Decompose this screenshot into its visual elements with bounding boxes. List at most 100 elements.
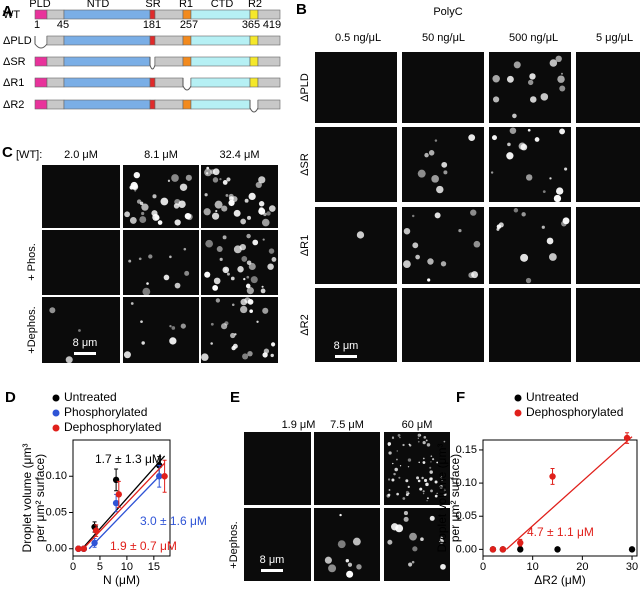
droplet — [245, 283, 251, 289]
droplet — [255, 181, 262, 189]
droplet — [427, 258, 434, 265]
droplet — [417, 440, 420, 443]
x-tick-label: 20 — [576, 561, 588, 573]
droplet — [421, 476, 424, 480]
domain — [63, 35, 151, 46]
fit-line — [505, 436, 633, 550]
droplet — [141, 203, 149, 211]
droplet — [408, 443, 411, 446]
x-axis-label: N (μM) — [103, 573, 140, 587]
droplet — [212, 284, 219, 291]
droplet — [262, 307, 269, 314]
droplet — [546, 237, 554, 245]
droplet — [212, 177, 219, 183]
droplet — [387, 442, 392, 446]
droplet — [167, 179, 171, 182]
deletion — [149, 57, 156, 70]
domain — [149, 9, 156, 20]
droplet — [402, 497, 406, 500]
data-point — [75, 545, 82, 552]
droplet — [540, 93, 549, 101]
droplet — [134, 189, 137, 192]
droplet — [564, 167, 568, 171]
droplet — [268, 205, 276, 212]
droplet — [221, 323, 228, 330]
domain-label: SR — [145, 0, 160, 10]
residue-label: 45 — [57, 19, 69, 31]
droplet — [148, 254, 153, 259]
droplet — [240, 218, 247, 225]
panel-label: A — [2, 3, 13, 20]
droplet — [241, 256, 248, 262]
droplet — [258, 201, 265, 207]
droplet — [513, 208, 519, 213]
droplet — [403, 516, 409, 522]
droplet — [429, 515, 435, 521]
droplet — [246, 233, 251, 239]
droplet — [440, 476, 443, 479]
domain — [154, 77, 184, 88]
droplet — [210, 169, 216, 175]
droplet — [555, 55, 562, 62]
droplet — [542, 190, 546, 194]
droplet — [431, 175, 439, 183]
data-point — [517, 546, 524, 553]
droplet — [429, 466, 432, 469]
y-axis-label: Droplet volume (μm³ — [435, 444, 449, 553]
droplet — [422, 461, 426, 464]
droplet — [240, 305, 248, 314]
scale-bar — [335, 355, 357, 358]
legend-marker — [52, 394, 60, 402]
domain-label: R1 — [179, 0, 193, 10]
droplet — [169, 255, 172, 259]
fit-line — [81, 455, 166, 550]
droplet — [215, 298, 221, 303]
droplet — [216, 246, 223, 253]
droplet — [428, 150, 435, 156]
construct-label: ΔSR — [3, 56, 26, 68]
micrograph — [402, 288, 484, 362]
legend-label: Dephosphorylated — [526, 405, 623, 419]
droplet — [356, 231, 365, 239]
droplet — [418, 461, 420, 464]
droplet — [123, 351, 131, 359]
droplet — [131, 183, 139, 191]
droplet — [417, 479, 421, 483]
micrograph — [315, 127, 397, 202]
micrograph — [489, 52, 571, 123]
micrograph — [576, 207, 640, 284]
row-label: +Dephos. — [228, 521, 240, 568]
data-point — [499, 546, 507, 553]
micrograph — [576, 127, 640, 202]
domain — [257, 35, 281, 46]
fit-line — [82, 462, 166, 550]
droplet — [248, 262, 256, 270]
annotation: 4.7 ± 1.1 μM — [527, 525, 594, 539]
droplet — [417, 433, 421, 437]
y-tick-label: 0.15 — [456, 444, 477, 456]
domain — [257, 77, 281, 88]
droplet — [525, 277, 532, 284]
droplet — [509, 127, 517, 135]
droplet — [49, 307, 56, 314]
droplet — [324, 556, 332, 564]
data-point — [517, 539, 524, 546]
droplet — [185, 174, 192, 181]
droplet — [139, 201, 144, 206]
droplet — [411, 560, 415, 564]
droplet — [261, 218, 270, 227]
droplet — [398, 476, 401, 479]
droplet — [426, 497, 429, 500]
domain-label: R2 — [248, 0, 262, 10]
droplet — [458, 229, 462, 233]
droplet — [203, 208, 211, 216]
droplet — [443, 488, 446, 492]
droplet — [234, 333, 237, 336]
micrograph — [576, 288, 640, 362]
residue-label: 181 — [143, 19, 161, 31]
droplet — [141, 341, 145, 345]
droplet — [395, 524, 404, 533]
droplet — [337, 540, 346, 549]
droplet — [419, 434, 422, 436]
droplet — [430, 455, 433, 457]
